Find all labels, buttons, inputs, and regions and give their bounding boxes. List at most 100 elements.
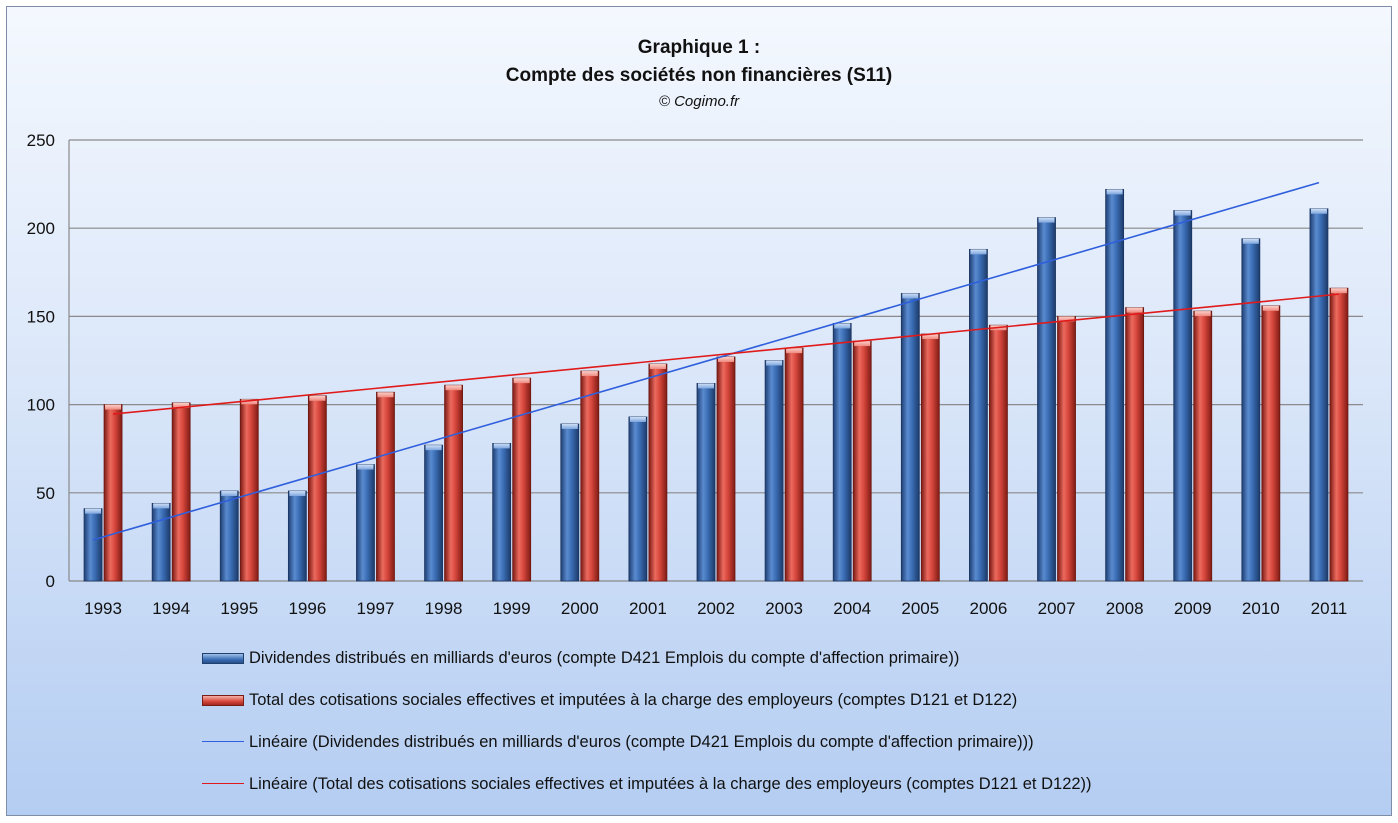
bar-cap-dividendes xyxy=(425,445,442,451)
bar-dividendes xyxy=(560,423,580,582)
bar-dividendes xyxy=(832,323,852,582)
bar-cap-cotisations xyxy=(718,356,734,362)
bar-cotisations xyxy=(307,395,327,582)
bar-cotisations xyxy=(580,370,600,582)
bar-cotisations xyxy=(1057,315,1076,582)
y-tick-label: 200 xyxy=(27,219,55,238)
bar-cap-cotisations xyxy=(173,402,190,408)
x-tick-label: 2005 xyxy=(901,599,939,618)
x-tick-label: 1995 xyxy=(220,599,258,618)
bar-cap-cotisations xyxy=(1262,305,1279,311)
bar-cotisations xyxy=(920,333,940,582)
legend-swatch-cotisations xyxy=(202,695,244,706)
trendline-dividendes xyxy=(92,181,1320,541)
bar-cap-dividendes xyxy=(289,491,306,497)
bar-cotisations xyxy=(784,347,804,582)
bar-cotisations xyxy=(852,340,872,582)
y-tick-label: 100 xyxy=(27,396,55,415)
bar-cap-dividendes xyxy=(561,424,578,430)
bar-dividendes xyxy=(151,502,171,582)
x-tick-label: 2000 xyxy=(561,599,599,618)
gridlines xyxy=(68,139,1363,582)
bar-dividendes xyxy=(1173,210,1193,582)
bar-cap-dividendes xyxy=(970,249,987,255)
chart-title-line2: Compte des sociétés non financières (S11… xyxy=(505,65,893,86)
bar-cap-cotisations xyxy=(241,399,258,405)
bar-dividendes xyxy=(356,464,375,582)
bar-cap-cotisations xyxy=(854,341,871,347)
y-axis-ticks: 0 50 100 150 200 250 xyxy=(27,131,55,591)
bar-cap-cotisations xyxy=(1330,288,1347,294)
x-tick-label: 2010 xyxy=(1242,599,1280,618)
x-tick-label: 2002 xyxy=(697,599,735,618)
bar-cap-cotisations xyxy=(1194,311,1211,317)
x-tick-label: 1994 xyxy=(152,599,190,618)
bar-cap-cotisations xyxy=(1058,316,1075,322)
x-tick-label: 1998 xyxy=(425,599,463,618)
bar-cap-dividendes xyxy=(1310,208,1327,214)
bar-cotisations xyxy=(989,324,1008,582)
bar-cotisations xyxy=(1193,310,1213,582)
y-tick-label: 50 xyxy=(36,484,55,503)
bar-cap-dividendes xyxy=(153,503,170,509)
x-axis-ticks: 1993 1994 1995 1996 1997 1998 1999 2000 2001 2002… xyxy=(84,599,1347,618)
bar-dividendes xyxy=(424,444,443,582)
bar-cap-dividendes xyxy=(698,383,714,389)
legend-label-dividendes: Dividendes distribués en milliards d'eur… xyxy=(249,649,960,667)
legend-label-lineaire-dividendes: Linéaire (Dividendes distribués en milli… xyxy=(249,733,1034,751)
bar-cap-dividendes xyxy=(766,360,783,366)
x-tick-label: 2008 xyxy=(1106,599,1144,618)
trendline-cotisations xyxy=(112,293,1340,415)
bar-cap-cotisations xyxy=(922,334,939,340)
bar-cap-cotisations xyxy=(649,364,666,370)
bar-cap-dividendes xyxy=(1038,217,1055,223)
bar-cotisations xyxy=(376,391,395,582)
bar-dividendes xyxy=(764,360,784,582)
legend-swatch-dividendes xyxy=(202,653,244,664)
bar-cap-cotisations xyxy=(786,348,803,354)
bar-cotisations xyxy=(239,398,259,582)
bar-cotisations xyxy=(103,404,123,582)
bar-cap-cotisations xyxy=(445,385,462,391)
bar-cap-cotisations xyxy=(1126,307,1143,313)
bar-cotisations xyxy=(1125,307,1145,582)
x-tick-label: 1999 xyxy=(493,599,531,618)
bar-cotisations xyxy=(1261,305,1281,582)
bar-dividendes xyxy=(1037,217,1056,582)
bar-cap-cotisations xyxy=(309,395,326,401)
bar-cap-dividendes xyxy=(1242,238,1259,244)
trendlines xyxy=(92,181,1340,541)
x-tick-label: 2011 xyxy=(1311,599,1348,618)
bar-dividendes xyxy=(1105,188,1125,582)
bar-cotisations xyxy=(648,363,668,582)
chart-frame: Graphique 1 : Compte des sociétés non fi… xyxy=(6,6,1392,816)
x-tick-label: 2007 xyxy=(1038,599,1076,618)
chart-credit: © Cogimo.fr xyxy=(658,93,740,110)
x-tick-label: 2004 xyxy=(833,599,871,618)
x-tick-label: 2001 xyxy=(629,599,667,618)
bar-dividendes xyxy=(219,490,239,582)
bar-cotisations xyxy=(171,402,191,582)
bar-cap-dividendes xyxy=(85,508,102,514)
chart-plot: 0 50 100 150 200 250 1993 1994 1995 1996 1997 1998… xyxy=(27,131,1363,618)
bar-cap-cotisations xyxy=(105,404,122,410)
legend-label-cotisations: Total des cotisations sociales effective… xyxy=(249,691,1018,709)
bar-cap-dividendes xyxy=(1174,210,1191,216)
bar-cotisations xyxy=(512,377,532,582)
chart-title-line1: Graphique 1 : xyxy=(637,37,761,58)
bar-cotisations xyxy=(1329,287,1349,582)
bar-cap-dividendes xyxy=(357,464,374,470)
bar-dividendes xyxy=(696,383,716,582)
x-tick-label: 1996 xyxy=(288,599,326,618)
bar-dividendes xyxy=(969,248,988,582)
y-tick-label: 150 xyxy=(27,307,55,326)
bar-cap-dividendes xyxy=(221,491,238,497)
bar-cotisations xyxy=(444,384,463,582)
bar-dividendes xyxy=(628,416,648,582)
bar-dividendes xyxy=(287,490,307,582)
x-tick-label: 2006 xyxy=(970,599,1008,618)
legend-swatch-lineaire-cotisations xyxy=(202,783,244,784)
x-tick-label: 2003 xyxy=(765,599,803,618)
legend-label-lineaire-cotisations: Linéaire (Total des cotisations sociales… xyxy=(249,775,1092,793)
bar-dividendes xyxy=(1241,238,1261,582)
